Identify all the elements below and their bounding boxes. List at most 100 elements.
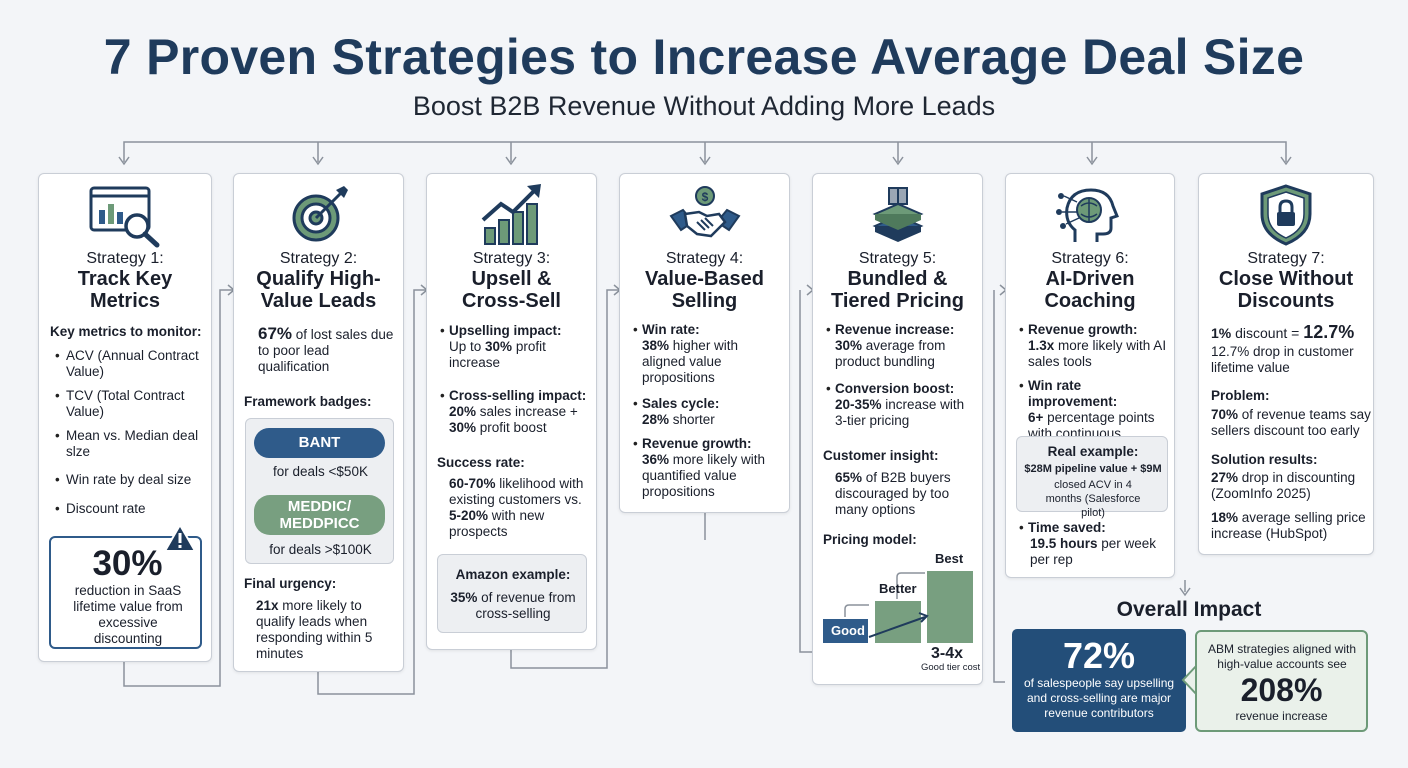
impact-right-text: ABM strategies aligned with high-value a… <box>1207 642 1357 671</box>
strategy-card-5: Strategy 5: Bundled & Tiered Pricing Rev… <box>812 173 983 685</box>
bullet-label: Cross-selling impact: <box>449 388 587 403</box>
metrics-list: ACV (Annual Contract Value) TCV (Total C… <box>55 348 205 517</box>
impact-pointer <box>1181 663 1199 697</box>
pricing-tier-chart: Good Better Best 3-4x Good tier cost <box>821 549 981 679</box>
strategy-number: Strategy 3: <box>472 250 551 267</box>
revenue-bullet: Revenue increase: 30% average from produ… <box>826 322 975 370</box>
success-bold: 5-20% <box>449 508 489 523</box>
bullet-bold: 28% <box>642 412 670 427</box>
bullet-bold: 20% <box>449 404 477 419</box>
handshake-icon: $ <box>620 182 789 248</box>
bundle-stack-icon <box>813 182 982 248</box>
upsell-bullet: Upselling impact: Up to 30% profit incre… <box>440 323 589 371</box>
meddic-note: for deals >$100K <box>269 542 372 557</box>
insight-heading: Customer insight: <box>823 448 939 463</box>
strategy-card-2: Strategy 2: Qualify High-Value Leads 67%… <box>233 173 404 672</box>
strategy-card-1: Strategy 1: Track Key Metrics Key metric… <box>38 173 212 662</box>
bullet-bold: 30% <box>449 420 477 435</box>
bullet-bold: 1.3x <box>1028 338 1055 353</box>
impact-left-text: of salespeople say upselling and cross-s… <box>1023 676 1175 720</box>
shield-lock-icon <box>1199 182 1373 248</box>
tier-better: Better <box>879 581 917 596</box>
bullet-rest: more likely with quantified value propos… <box>642 452 766 499</box>
bullet-label: Revenue growth: <box>1028 322 1138 337</box>
strategy-number: Strategy 6: <box>1051 250 1129 267</box>
metric-item: Discount rate <box>55 501 205 517</box>
solution-heading: Solution results: <box>1211 452 1318 467</box>
real-example-box: Real example: $28M pipeline value + $9M … <box>1016 436 1168 519</box>
urgency-rest: more likely to qualify leads when respon… <box>256 598 373 661</box>
solution-result-1: 27% drop in discounting (ZoomInfo 2025) <box>1211 470 1371 502</box>
badges-heading: Framework badges: <box>244 394 372 409</box>
problem-rest: of revenue teams say sellers discount to… <box>1211 407 1371 438</box>
bullet-rest: higher with aligned value propositions <box>642 338 739 385</box>
timesaved-bullet: Time saved: 19.5 hours per week per rep <box>1019 520 1168 568</box>
callout-text: reduction in SaaS lifetime value from ex… <box>73 583 183 646</box>
solution-bold: 27% <box>1211 470 1239 485</box>
amazon-text: 35% of revenue from cross-selling <box>448 590 578 622</box>
metric-item: Mean vs. Median deal slze <box>55 428 205 472</box>
success-mid: likelihood with existing customers vs. <box>449 476 584 507</box>
bullet-bold: 20-35% <box>835 397 882 412</box>
solution-rest: drop in discounting (ZoomInfo 2025) <box>1211 470 1356 501</box>
solution-rest: average selling price increase (HubSpot) <box>1211 510 1366 541</box>
bullet-bold: 6+ <box>1028 410 1044 425</box>
bullet-label: Revenue growth: <box>642 436 752 451</box>
bullet-rest: average from product bundling <box>835 338 946 369</box>
insight-rest: of B2B buyers discouraged by too many op… <box>835 470 951 517</box>
urgency-bold: 21x <box>256 598 279 613</box>
analytics-magnifier-icon <box>39 182 211 248</box>
success-bold: 60-70% <box>449 476 496 491</box>
solution-result-2: 18% average selling price increase (HubS… <box>1211 510 1371 542</box>
bullet-rest: increase with 3-tier pricing <box>835 397 965 428</box>
badges-box: BANT for deals <$50K MEDDIC/ MEDDPICC fo… <box>245 418 394 564</box>
callout-value: 30% <box>92 544 163 583</box>
example-line2: closed ACV in 4 months (Salesforce pilot… <box>1045 479 1141 519</box>
bullet-label: Win rate improvement: <box>1028 378 1118 409</box>
conversion-bullet: Conversion boost: 20-35% increase with 3… <box>826 381 975 429</box>
stat-bold: 67% <box>258 324 293 343</box>
revgrowth-bullet: Revenue growth: 1.3x more likely with AI… <box>1019 322 1168 370</box>
bullet-post: profit increase <box>449 339 546 370</box>
problem-text: 70% of revenue teams say sellers discoun… <box>1211 407 1371 439</box>
bant-note: for deals <$50K <box>273 464 368 479</box>
revenue-bullet: Revenue growth: 36% more likely with qua… <box>633 436 782 500</box>
equation-big: 12.7% <box>1303 322 1355 342</box>
ltv-drop: 12.7% drop in customer lifetime value <box>1211 344 1354 375</box>
model-heading: Pricing model: <box>823 532 917 547</box>
equation-mid: discount = <box>1231 325 1304 341</box>
bullet-pre: Up to <box>449 339 486 354</box>
strategy-name: Close Without Discounts <box>1218 268 1354 312</box>
strategy-name: AI-Driven Coaching <box>1044 268 1136 312</box>
discount-equation: 1% discount = 12.7% <box>1211 322 1371 343</box>
success-post: with new prospects <box>449 508 545 539</box>
strategy-name: Upsell & Cross-Sell <box>462 268 561 312</box>
solution-bold: 18% <box>1211 510 1239 525</box>
strategy-number: Strategy 2: <box>279 250 358 267</box>
growth-chart-icon <box>427 182 596 248</box>
svg-text:$: $ <box>701 190 708 204</box>
bullet-rest: more likely with AI sales tools <box>1028 338 1167 369</box>
target-icon <box>234 182 403 248</box>
success-text: 60-70% likelihood with existing customer… <box>449 476 591 540</box>
ai-head-icon <box>1006 182 1174 248</box>
impact-upsell-box: 72% of salespeople say upselling and cro… <box>1012 629 1186 732</box>
metrics-heading: Key metrics to monitor: <box>50 324 202 339</box>
bullet-label: Revenue increase: <box>835 322 955 337</box>
amazon-rest: of revenue from cross-selling <box>475 590 576 621</box>
strategy-name: Value-Based Selling <box>645 268 764 312</box>
amazon-heading: Amazon example: <box>455 567 571 582</box>
strategy-card-6: Strategy 6: AI-Driven Coaching Revenue g… <box>1005 173 1175 578</box>
stat-rest: of lost sales due to poor lead qualifica… <box>258 327 394 374</box>
impact-right-tail: revenue increase <box>1235 709 1328 723</box>
crosssell-bullet: Cross-selling impact: 20% sales increase… <box>440 388 595 436</box>
amazon-bold: 35% <box>450 590 478 605</box>
amazon-example-box: Amazon example: 35% of revenue from cros… <box>437 554 587 633</box>
success-heading: Success rate: <box>437 455 525 470</box>
strategy-number: Strategy 5: <box>858 250 937 267</box>
bullet-label: Upselling impact: <box>449 323 562 338</box>
example-line1: $28M pipeline value + $9M <box>1024 463 1162 475</box>
bullet-post: profit boost <box>476 420 547 435</box>
bullet-label: Sales cycle: <box>642 396 720 411</box>
metric-item: Win rate by deal size <box>55 472 205 501</box>
